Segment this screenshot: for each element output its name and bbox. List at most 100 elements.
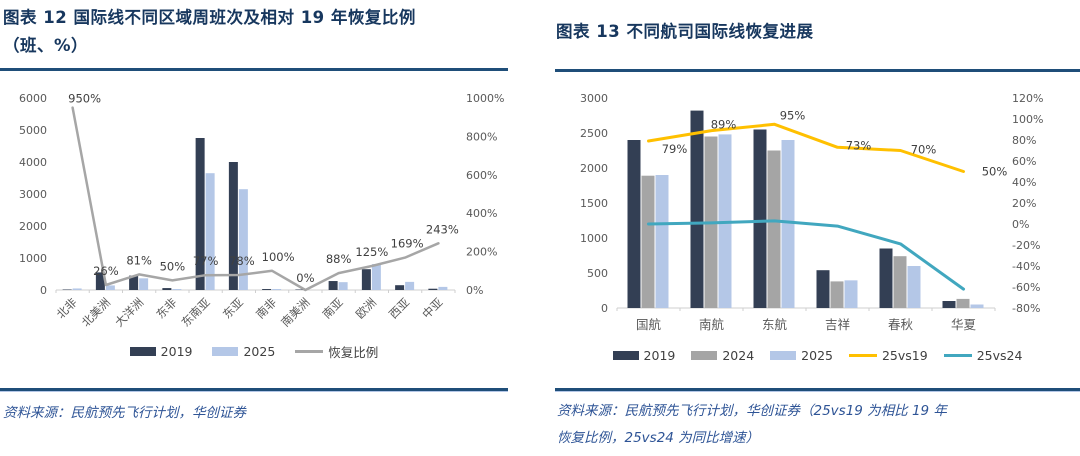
bar-2019-东非 <box>162 288 172 290</box>
bar-2019-国航 <box>627 140 641 308</box>
left-axis-tick-label: 2000 <box>19 220 47 233</box>
legend-swatch-2019 <box>129 347 156 356</box>
data-label-恢复比例-南亚: 88% <box>326 252 352 266</box>
data-label-恢复比例-东南亚: 77% <box>193 254 219 268</box>
x-category-label: 南非 <box>253 295 280 322</box>
left-axis-tick-label: 500 <box>587 267 608 280</box>
right-axis-tick-label: -80% <box>1012 302 1040 315</box>
right-axis-tick-label: 60% <box>1012 155 1036 168</box>
right-axis-tick-label: -40% <box>1012 260 1040 273</box>
data-label-25vs19-东航: 95% <box>780 108 806 122</box>
x-category-label: 北非 <box>54 295 81 322</box>
right-axis-tick-label: 200% <box>466 246 497 259</box>
data-label-25vs19-春秋: 70% <box>911 143 937 157</box>
left-axis-tick-label: 2000 <box>580 162 608 175</box>
x-category-label: 南美洲 <box>278 295 312 329</box>
right-axis-tick-label: 40% <box>1012 176 1036 189</box>
legend-label-2019: 2019 <box>643 348 676 363</box>
legend-swatch-25vs24-line <box>943 354 972 357</box>
left-axis-tick-label: 5000 <box>19 124 47 137</box>
legend-swatch-2025 <box>770 351 797 360</box>
bar-2024-吉祥 <box>830 281 844 308</box>
x-category-label: 春秋 <box>888 317 914 332</box>
bar-2025-春秋 <box>907 266 921 308</box>
legend-label-2025: 2025 <box>243 344 276 359</box>
bar-2024-春秋 <box>893 256 907 308</box>
legend-label-25vs24: 25vs24 <box>976 348 1023 363</box>
data-label-25vs19-吉祥: 73% <box>846 138 872 152</box>
left-axis-tick-label: 1000 <box>19 252 47 265</box>
figure13-legend-item-25vs24: 25vs24 <box>943 348 1023 363</box>
bar-2019-北非 <box>62 289 72 290</box>
left-axis-tick-label: 1500 <box>580 197 608 210</box>
data-label-恢复比例-东亚: 78% <box>229 254 255 268</box>
legend-label-2025: 2025 <box>801 348 833 363</box>
bar-2025-东亚 <box>238 189 248 290</box>
bar-2024-国航 <box>641 175 655 308</box>
bar-2019-东南亚 <box>195 138 205 290</box>
right-axis-tick-label: 80% <box>1012 134 1036 147</box>
x-category-label: 东南亚 <box>178 295 212 329</box>
data-label-恢复比例-中亚: 243% <box>426 222 459 236</box>
x-category-label: 东亚 <box>220 295 246 321</box>
bar-2025-西亚 <box>405 281 415 290</box>
bar-2024-东航 <box>767 150 781 308</box>
figure12-title-rule <box>0 68 508 71</box>
figure12-legend: 2019 2025 恢复比例 <box>0 342 508 361</box>
right-axis-tick-label: 100% <box>1012 113 1043 126</box>
left-axis-tick-label: 2500 <box>580 127 608 140</box>
bar-2019-南亚 <box>328 281 338 290</box>
bar-2019-西亚 <box>395 285 405 290</box>
x-category-label: 东航 <box>762 317 788 332</box>
x-category-label: 西亚 <box>386 295 412 321</box>
bar-2019-北美洲 <box>95 272 105 290</box>
figure13-source-line2: 恢复比例，25vs24 为同比增速） <box>557 430 760 446</box>
figure13-bottom-rule <box>555 388 1080 392</box>
bar-2019-东航 <box>753 129 767 308</box>
data-label-恢复比例-欧洲: 125% <box>355 245 388 259</box>
right-axis-tick-label: 0% <box>1012 218 1029 231</box>
right-axis-tick-label: 1000% <box>466 92 504 105</box>
figure12-source: 资料来源：民航预先飞行计划，华创证券 <box>3 405 246 421</box>
legend-swatch-2019 <box>612 351 639 360</box>
right-axis-tick-label: 400% <box>466 207 497 220</box>
data-label-25vs19-华夏: 50% <box>982 165 1008 179</box>
x-category-label: 国航 <box>636 317 662 332</box>
figure13-source-line1: 资料来源：民航预先飞行计划，华创证券（25vs19 为相比 19 年 <box>557 403 947 419</box>
data-label-恢复比例-大洋洲: 81% <box>126 253 152 267</box>
data-label-恢复比例-南非: 100% <box>262 250 295 264</box>
bar-2019-南航 <box>690 110 704 308</box>
bar-2025-南非 <box>272 289 282 290</box>
x-category-label: 欧洲 <box>353 295 379 321</box>
data-label-25vs19-南航: 89% <box>711 118 737 132</box>
bar-2025-北美洲 <box>105 285 115 290</box>
figure13-chart-canvas: 0 500 1000 1500 2000 2500 3000 -80% -60% -40% -20%… <box>580 92 1043 332</box>
right-axis-tick-label: 600% <box>466 169 497 182</box>
figure13-title: 图表 13 不同航司国际线恢复进展 <box>556 22 814 41</box>
x-category-label: 吉祥 <box>825 317 850 332</box>
figure12-title: 图表 12 国际线不同区域周班次及相对 19 年恢复比例 （班、%） <box>3 4 508 60</box>
bar-2025-东非 <box>172 289 182 290</box>
data-label-25vs19-国航: 79% <box>662 142 688 156</box>
bar-2019-东亚 <box>228 162 238 290</box>
line-恢复比例 <box>71 106 440 292</box>
figure12-bottom-rule <box>0 388 508 392</box>
left-axis-tick-label: 6000 <box>19 92 47 105</box>
legend-swatch-25vs19-line <box>848 354 877 357</box>
bar-2019-华夏 <box>942 301 956 308</box>
figure12-legend-item-recovery-ratio: 恢复比例 <box>295 342 378 361</box>
legend-swatch-2025 <box>212 347 239 356</box>
figure13-source: 资料来源：民航预先飞行计划，华创证券（25vs19 为相比 19 年 恢复比例，… <box>557 398 1077 452</box>
figure13-legend-item-2025: 2025 <box>770 348 833 363</box>
data-label-恢复比例-北美洲: 26% <box>93 264 119 278</box>
bar-2025-大洋洲 <box>139 278 149 290</box>
bar-2025-东南亚 <box>205 173 215 290</box>
figure12-title-line2: （班、%） <box>3 36 89 55</box>
bar-2019-春秋 <box>879 248 893 308</box>
figure12-title-line1: 图表 12 国际线不同区域周班次及相对 19 年恢复比例 <box>3 8 416 27</box>
legend-swatch-recovery-line <box>295 350 324 353</box>
right-axis-tick-label: -20% <box>1012 239 1040 252</box>
bar-2025-华夏 <box>970 304 984 308</box>
data-label-恢复比例-西亚: 169% <box>391 237 424 251</box>
data-label-恢复比例-北非: 950% <box>68 92 101 106</box>
